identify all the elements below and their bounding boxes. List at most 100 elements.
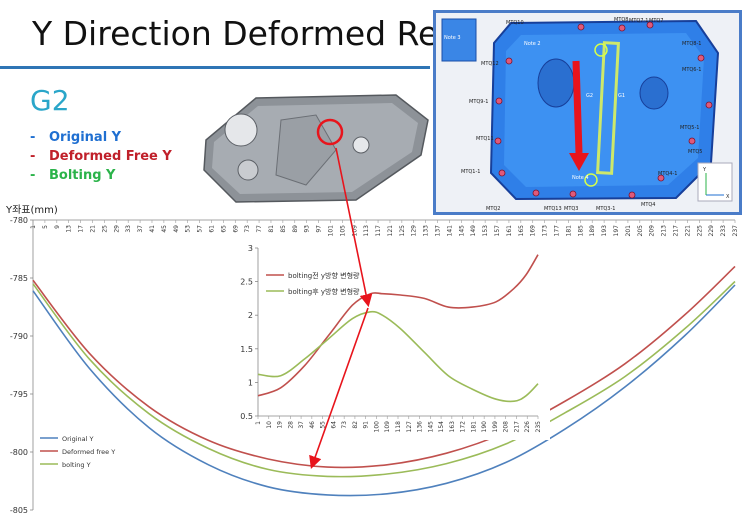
legend-label: Original Y xyxy=(62,435,94,443)
x-tick-label: 145 xyxy=(427,421,434,433)
series-line-0 xyxy=(32,284,736,497)
x-tick-label: 237 xyxy=(732,225,739,237)
title-underline xyxy=(0,66,430,69)
fe-model-image: MTQ8-1 MTQ8 MTQ7-1 MTQ7 MTQ6-1 MTQ10 MTQ… xyxy=(433,10,742,215)
x-tick-label: 5 xyxy=(42,225,49,229)
legend-label: Deformed free Y xyxy=(62,448,115,456)
x-tick-label: 129 xyxy=(411,225,418,237)
x-tick-label: 85 xyxy=(280,225,287,233)
x-tick-label: 57 xyxy=(197,225,204,233)
legend-dash: - xyxy=(30,130,36,145)
group-label: G2 xyxy=(30,84,70,117)
y-tick-label: 2 xyxy=(248,311,253,320)
x-tick-label: 37 xyxy=(137,225,144,233)
x-tick-label: 172 xyxy=(460,421,467,433)
legend-label: bolting Y xyxy=(62,461,91,469)
x-tick-label: 161 xyxy=(506,225,513,237)
x-tick-label: 149 xyxy=(470,225,477,237)
photo-label: MTQ7 xyxy=(649,18,664,24)
y-axis-label: Y좌표(mm) xyxy=(6,205,58,216)
photo-label: Note 2 xyxy=(524,41,541,47)
photo-label: MTQ8 xyxy=(614,17,629,23)
x-tick-label: 64 xyxy=(330,421,337,429)
x-tick-label: 109 xyxy=(351,225,358,237)
x-tick-label: 137 xyxy=(435,225,442,237)
photo-label: G2 xyxy=(586,93,593,99)
photo-label: MTQ6-1 xyxy=(682,67,701,73)
x-tick-label: 197 xyxy=(613,225,620,237)
x-tick-label: 1 xyxy=(30,225,37,229)
x-tick-label: 181 xyxy=(470,421,477,433)
y-tick-label: 1 xyxy=(248,378,253,387)
x-tick-label: 157 xyxy=(494,225,501,237)
x-tick-label: 73 xyxy=(244,225,251,233)
x-tick-label: 133 xyxy=(423,225,430,237)
x-tick-label: 127 xyxy=(406,421,413,433)
photo-axis-x: X xyxy=(726,194,730,200)
x-tick-label: 181 xyxy=(565,225,572,237)
x-tick-label: 73 xyxy=(341,421,348,429)
x-tick-label: 153 xyxy=(482,225,489,237)
y-tick-label: -795 xyxy=(10,390,28,399)
x-tick-label: 81 xyxy=(268,225,275,233)
x-tick-label: 177 xyxy=(554,225,561,237)
x-tick-label: 113 xyxy=(363,225,370,237)
photo-label: MTQ11 xyxy=(476,136,494,142)
x-tick-label: 45 xyxy=(161,225,168,233)
x-tick-label: 118 xyxy=(395,421,402,433)
photo-label: MTQ1-1 xyxy=(461,169,480,175)
photo-label: MTQ3 xyxy=(564,206,579,212)
photo-label: MTQ5-1 xyxy=(680,125,699,131)
x-tick-label: 33 xyxy=(125,225,132,233)
x-tick-label: 105 xyxy=(339,225,346,237)
y-tick-label: 1.5 xyxy=(240,345,253,354)
x-tick-label: 91 xyxy=(363,421,370,429)
legend-label: bolting후 y방향 변형량 xyxy=(288,287,360,296)
x-tick-label: 10 xyxy=(266,421,273,429)
photo-label: Note 3 xyxy=(444,35,461,41)
x-tick-label: 201 xyxy=(625,225,632,237)
legend-deformed-free-y: - Deformed Free Y xyxy=(30,149,172,164)
x-tick-label: 19 xyxy=(277,421,284,429)
y-tick-label: 0.5 xyxy=(240,412,253,421)
x-tick-label: 89 xyxy=(292,225,299,233)
x-tick-label: 163 xyxy=(449,421,456,433)
photo-label: MTQ13 xyxy=(544,206,562,212)
photo-label: MTQ8-1 xyxy=(682,41,701,47)
photo-label: G1 xyxy=(618,93,625,99)
x-tick-label: 190 xyxy=(481,421,488,433)
x-tick-label: 61 xyxy=(208,225,215,233)
x-tick-label: 217 xyxy=(513,421,520,433)
series-line-2 xyxy=(32,280,736,478)
x-tick-label: 205 xyxy=(637,225,644,237)
legend-dash: - xyxy=(30,149,36,164)
legend-dash: - xyxy=(30,168,36,183)
x-tick-label: 199 xyxy=(492,421,499,433)
legend-label: Bolting Y xyxy=(48,168,116,183)
photo-label: MTQ12 xyxy=(481,61,499,67)
x-tick-label: 185 xyxy=(577,225,584,237)
x-tick-label: 173 xyxy=(542,225,549,237)
photo-label: MTQ2 xyxy=(486,206,501,212)
legend-bolting-y: - Bolting Y xyxy=(30,168,115,183)
x-tick-label: 93 xyxy=(304,225,311,233)
x-tick-label: 82 xyxy=(352,421,359,429)
photo-label: MTQ4-1 xyxy=(658,171,677,177)
x-tick-label: 121 xyxy=(387,225,394,237)
x-tick-label: 165 xyxy=(518,225,525,237)
x-tick-label: 221 xyxy=(684,225,691,237)
x-tick-label: 145 xyxy=(458,225,465,237)
y-tick-label: 3 xyxy=(248,244,253,253)
x-tick-label: 1 xyxy=(255,421,262,425)
x-tick-label: 169 xyxy=(530,225,537,237)
x-tick-label: 100 xyxy=(373,421,380,433)
x-tick-label: 37 xyxy=(298,421,305,429)
photo-label: MTQ9-1 xyxy=(469,99,488,105)
x-tick-label: 229 xyxy=(708,225,715,237)
photo-label: Note 4 xyxy=(572,175,589,181)
x-tick-label: 13 xyxy=(66,225,73,233)
x-tick-label: 55 xyxy=(320,421,327,429)
inset-background xyxy=(230,240,550,440)
x-tick-label: 25 xyxy=(101,225,108,233)
